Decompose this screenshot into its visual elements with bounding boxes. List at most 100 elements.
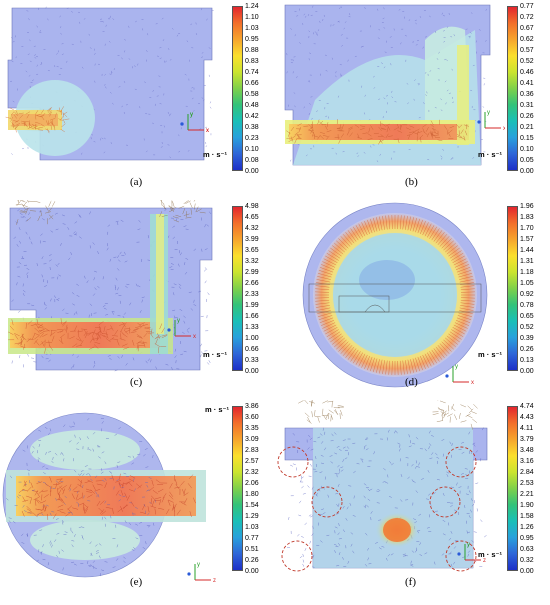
color-bar-tick-label: 0.31 xyxy=(520,101,534,109)
color-bar-tick-label: 0.66 xyxy=(245,345,259,353)
color-bar-tick-label: 0.95 xyxy=(520,534,534,542)
color-bar-tick-label: 2.57 xyxy=(245,457,259,465)
color-bar-tick-label: 3.99 xyxy=(245,235,259,243)
color-bar xyxy=(232,6,243,171)
color-bar-tick-label: 0.48 xyxy=(245,101,259,109)
color-bar-tick-label: 3.65 xyxy=(245,246,259,254)
svg-text:x: x xyxy=(206,128,209,134)
color-bar-tick-label: 2.84 xyxy=(520,468,534,476)
color-bar-tick-label: 1.33 xyxy=(245,323,259,331)
svg-text:y: y xyxy=(190,112,193,118)
color-bar-tick-label: 1.80 xyxy=(245,490,259,498)
color-bar-tick-label: 0.65 xyxy=(520,312,534,320)
color-bar-tick-label: 1.31 xyxy=(520,257,534,265)
color-bar-tick-label: 0.36 xyxy=(520,90,534,98)
color-bar-tick-label: 0.67 xyxy=(520,24,534,32)
color-bar-tick-label: 0.39 xyxy=(520,334,534,342)
color-bar-tick-label: 0.00 xyxy=(520,567,534,575)
color-bar-tick-label: 0.26 xyxy=(520,345,534,353)
color-bar-tick-label: 1.10 xyxy=(245,13,259,21)
color-bar-tick-label: 1.00 xyxy=(245,334,259,342)
color-bar-tick-label: 1.03 xyxy=(245,24,259,32)
color-bar-tick-label: 0.77 xyxy=(245,534,259,542)
color-bar-tick-label: 0.58 xyxy=(245,90,259,98)
svg-text:y: y xyxy=(190,112,193,118)
color-bar-tick-label: 0.88 xyxy=(245,46,259,54)
jet-arrows xyxy=(5,106,70,134)
coordinate-triad: yx xyxy=(167,318,196,340)
unit-label: m · s⁻¹ xyxy=(203,350,227,359)
coordinate-triad: yx xyxy=(180,112,209,134)
color-bar-tick-label: 0.72 xyxy=(520,13,534,21)
color-bar-tick-label: 3.09 xyxy=(245,435,259,443)
coordinate-triad: yz xyxy=(457,542,486,564)
color-bar-tick-label: 0.38 xyxy=(245,123,259,131)
color-bar-tick-label: 0.00 xyxy=(245,567,259,575)
panel-label: (f) xyxy=(405,576,416,588)
color-bar-tick-label: 0.92 xyxy=(520,290,534,298)
panel-a: y x y x 1.24 1.10 1.03 0.95 0.88 0.83 0.74 0.66 0.58… xyxy=(0,0,275,200)
color-bar-tick-label: 0.52 xyxy=(520,57,534,65)
color-bar-tick-label: 2.21 xyxy=(520,490,534,498)
flow-field-plot: yx xyxy=(8,200,213,372)
inlet-arrows xyxy=(432,400,478,430)
jet-arrows xyxy=(18,473,196,520)
color-bar-tick-label: 0.00 xyxy=(245,367,259,375)
color-bar-tick-label: 4.98 xyxy=(245,202,259,210)
color-bar-tick-label: 3.32 xyxy=(245,257,259,265)
color-bar-tick-label: 0.26 xyxy=(245,556,259,564)
color-bar-tick-label: 1.57 xyxy=(520,235,534,243)
color-bar-tick-label: 0.15 xyxy=(520,134,534,142)
color-bar-tick-label: 0.33 xyxy=(245,356,259,364)
color-bar-tick-label: 0.62 xyxy=(520,35,534,43)
color-bar-tick-label: 2.06 xyxy=(245,479,259,487)
color-bar-tick-label: 0.78 xyxy=(520,301,534,309)
svg-text:x: x xyxy=(471,380,474,386)
flow-field-plot: yx xyxy=(302,202,488,388)
color-bar-tick-label: 3.86 xyxy=(245,402,259,410)
color-bar-tick-label: 3.60 xyxy=(245,413,259,421)
color-bar-tick-label: 0.26 xyxy=(520,112,534,120)
panel-c: y x 4.98 4.65 4.32 3.99 3.65 3.32 2.99 2.66 2.33 1.… xyxy=(0,200,275,400)
color-bar-tick-label: 0.77 xyxy=(520,2,534,10)
color-bar-tick-label: 1.96 xyxy=(520,202,534,210)
color-bar-tick-label: 1.83 xyxy=(520,213,534,221)
color-bar-tick-label: 3.35 xyxy=(245,424,259,432)
color-bar-tick-label: 2.32 xyxy=(245,468,259,476)
color-bar-tick-label: 0.21 xyxy=(520,123,534,131)
color-bar-tick-label: 0.08 xyxy=(245,156,259,164)
color-bar-tick-label: 0.57 xyxy=(520,46,534,54)
color-bar-tick-label: 0.83 xyxy=(245,57,259,65)
color-bar-tick-label: 2.66 xyxy=(245,279,259,287)
flow-field-plot: yz xyxy=(277,400,488,572)
color-bar-tick-label: 0.51 xyxy=(245,545,259,553)
unit-label: m · s⁻¹ xyxy=(205,405,229,414)
color-bar-tick-label: 0.95 xyxy=(245,35,259,43)
color-bar-tick-label: 0.63 xyxy=(520,545,534,553)
inlet-arrows xyxy=(15,200,56,225)
color-bar-tick-label: 2.99 xyxy=(245,268,259,276)
panel-d: y x 1.96 1.83 1.70 1.57 1.44 1.31 1.18 1.05 0.92 0.… xyxy=(275,200,550,400)
color-bar-tick-label: 3.48 xyxy=(520,446,534,454)
color-bar-tick-label: 1.05 xyxy=(520,279,534,287)
color-bar-tick-label: 0.74 xyxy=(245,68,259,76)
color-bar-tick-label: 2.83 xyxy=(245,446,259,454)
color-bar-tick-label: 4.65 xyxy=(245,213,259,221)
color-bar-tick-label: 0.32 xyxy=(520,556,534,564)
coordinate-triad: yx xyxy=(477,110,505,132)
inlet-arrows xyxy=(298,400,344,424)
color-bar-tick-label: 0.10 xyxy=(245,145,259,153)
color-bar-tick-label: 0.46 xyxy=(520,68,534,76)
svg-text:x: x xyxy=(206,128,209,134)
color-bar-tick-label: 0.41 xyxy=(520,79,534,87)
panel-f: y z 4.74 4.43 4.11 3.79 3.48 3.16 2.84 2.53 2.21 1.… xyxy=(275,400,550,600)
color-bar-tick-label: 1.18 xyxy=(520,268,534,276)
svg-text:z: z xyxy=(483,558,486,564)
svg-text:y: y xyxy=(177,318,180,324)
color-bar-tick-label: 4.43 xyxy=(520,413,534,421)
panel-label: (c) xyxy=(130,376,143,388)
panel-b: y x 0.77 0.72 0.67 0.62 0.57 0.52 0.46 0.41 0.36 0.… xyxy=(275,0,550,200)
unit-label: m · s⁻¹ xyxy=(203,150,227,159)
color-bar-tick-label: 1.03 xyxy=(245,523,259,531)
color-bar-tick-label: 2.33 xyxy=(245,290,259,298)
